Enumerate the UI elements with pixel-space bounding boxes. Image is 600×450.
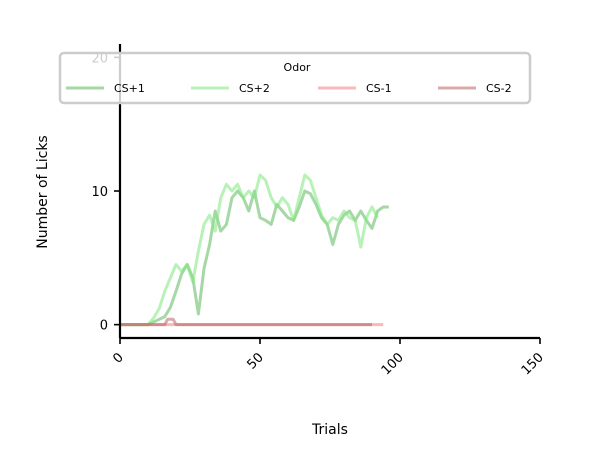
legend-box: [58, 51, 532, 105]
y-tick-label: 0: [100, 319, 108, 334]
series-line-cs-2: [120, 317, 372, 327]
legend: Odor CS+1 CS+2 CS-1 CS-2: [58, 51, 532, 105]
y-axis-label: Number of Licks: [35, 135, 51, 248]
legend-title: Odor: [284, 61, 311, 74]
legend-label: CS-1: [366, 82, 392, 95]
x-tick-label: 100: [379, 350, 407, 378]
series-line-cs-2: [120, 173, 379, 327]
x-tick-label: 50: [245, 350, 267, 372]
x-tick-label: 0: [110, 350, 126, 366]
x-tick-label: 150: [519, 350, 547, 378]
plot-lines: [120, 173, 389, 327]
legend-label: CS-2: [486, 82, 512, 95]
legend-label: CS+2: [239, 82, 270, 95]
y-tick-label: 10: [91, 185, 108, 200]
x-axis-label: Trials: [311, 422, 348, 438]
legend-label: CS+1: [114, 82, 145, 95]
